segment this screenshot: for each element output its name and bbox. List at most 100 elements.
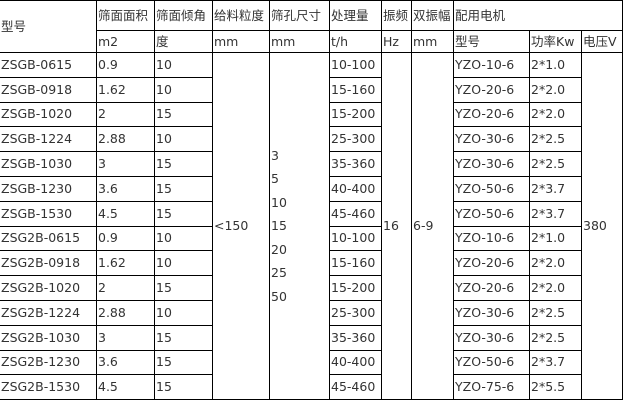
unit-amp: mm [411,30,454,53]
model-cell: ZSG2B-1230 [0,349,97,376]
table-row: ZSG2B-1230 3.6 15 40-400 YZO-50-6 2*3.7 [0,349,623,376]
area-cell: 1.62 [96,250,155,277]
header-aperture: 筛孔尺寸 [269,0,330,31]
model-cell: ZSGB-1020 [0,101,97,128]
power-cell: 2*3.7 [529,349,582,376]
model-cell: ZSGB-0615 [0,52,97,78]
power-cell: 2*2.5 [529,324,582,351]
angle-cell: 10 [154,225,213,252]
motor-model-cell: YZO-75-6 [453,374,530,401]
model-cell: ZSG2B-0918 [0,250,97,277]
table-row: ZSG2B-0918 1.62 10 15-160 YZO-20-6 2*2.0 [0,250,623,277]
angle-cell: 15 [154,200,213,227]
capacity-cell: 35-360 [329,324,382,351]
model-cell: ZSGB-1230 [0,175,97,202]
aperture-value: 25 [271,265,287,281]
power-cell: 2*2.0 [529,250,582,277]
motor-model-cell: YZO-50-6 [453,349,530,376]
motor-model-cell: YZO-30-6 [453,299,530,326]
motor-model-cell: YZO-30-6 [453,324,530,351]
model-cell: ZSGB-1030 [0,151,97,177]
angle-cell: 15 [154,324,213,351]
voltage-cell: 380 [581,51,623,401]
power-cell: 2*2.0 [529,76,582,103]
area-cell: 2 [96,101,155,128]
unit-area: m2 [96,30,155,53]
power-cell: 2*3.7 [529,175,582,202]
table-row: ZSGB-0918 1.62 10 15-160 YZO-20-6 2*2.0 [0,76,623,103]
aperture-value: 20 [271,241,287,257]
power-cell: 2*2.0 [529,101,582,128]
area-cell: 4.5 [96,200,155,227]
table-row: ZSG2B-1530 4.5 15 45-460 YZO-75-6 2*5.5 [0,374,623,401]
model-cell: ZSGB-0918 [0,76,97,103]
capacity-cell: 15-200 [329,275,382,301]
capacity-cell: 40-400 [329,175,382,202]
header-angle: 筛面倾角 [154,0,213,31]
area-cell: 3 [96,324,155,351]
motor-model-cell: YZO-10-6 [453,225,530,252]
capacity-cell: 45-460 [329,374,382,401]
angle-cell: 15 [154,349,213,376]
angle-cell: 10 [154,250,213,277]
power-cell: 2*2.5 [529,299,582,326]
angle-cell: 15 [154,175,213,202]
capacity-cell: 35-360 [329,151,382,177]
unit-capacity: t/h [329,30,382,53]
capacity-cell: 15-200 [329,101,382,128]
motor-model-cell: YZO-50-6 [453,200,530,227]
aperture-value: 5 [271,171,279,187]
capacity-cell: 10-100 [329,225,382,252]
model-cell: ZSGB-1530 [0,200,97,227]
angle-cell: 15 [154,275,213,301]
area-cell: 2.88 [96,299,155,326]
motor-model-cell: YZO-20-6 [453,250,530,277]
motor-model-cell: YZO-30-6 [453,126,530,153]
capacity-cell: 45-460 [329,200,382,227]
area-cell: 3.6 [96,349,155,376]
unit-angle: 度 [154,30,213,53]
area-cell: 0.9 [96,52,155,78]
motor-model-cell: YZO-20-6 [453,101,530,128]
area-cell: 3.6 [96,175,155,202]
aperture-value: 15 [271,218,287,234]
header-area: 筛面面积 [96,0,155,31]
unit-power: 功率Kw [529,30,582,53]
capacity-cell: 25-300 [329,126,382,153]
motor-model-cell: YZO-20-6 [453,76,530,103]
power-cell: 2*1.0 [529,225,582,252]
header-feed: 给料粒度 [212,0,270,31]
unit-aperture: mm [269,30,330,53]
model-cell: ZSG2B-1020 [0,275,97,301]
power-cell: 2*1.0 [529,52,582,78]
power-cell: 2*2.5 [529,151,582,177]
model-cell: ZSG2B-0615 [0,225,97,252]
aperture-value: 10 [271,194,287,210]
area-cell: 0.9 [96,225,155,252]
unit-motor-model: 型号 [453,30,530,53]
angle-cell: 10 [154,299,213,326]
header-motor: 配用电机 [453,0,623,31]
angle-cell: 15 [154,374,213,401]
area-cell: 3 [96,151,155,177]
table-row: ZSG2B-1020 2 15 15-200 YZO-20-6 2*2.0 [0,275,623,301]
area-cell: 1.62 [96,76,155,103]
freq-cell: 16 [381,51,412,401]
table-row: ZSG2B-1030 3 15 35-360 YZO-30-6 2*2.5 [0,324,623,351]
header-freq: 振频 [381,0,412,31]
power-cell: 2*2.5 [529,126,582,153]
angle-cell: 10 [154,52,213,78]
capacity-cell: 40-400 [329,349,382,376]
feed-cell: <150 [212,51,270,401]
capacity-cell: 10-100 [329,52,382,78]
header-amp: 双振幅 [411,0,454,31]
table-row: ZSGB-0615 0.9 10 <150 3 5 10 15 20 25 50 10-100 16 6-… [0,51,623,401]
power-cell: 2*3.7 [529,200,582,227]
angle-cell: 10 [154,76,213,103]
angle-cell: 10 [154,126,213,153]
area-cell: 2 [96,275,155,301]
aperture-cell: 3 5 10 15 20 25 50 [269,51,330,401]
unit-feed: mm [212,30,270,53]
model-cell: ZSG2B-1224 [0,299,97,326]
